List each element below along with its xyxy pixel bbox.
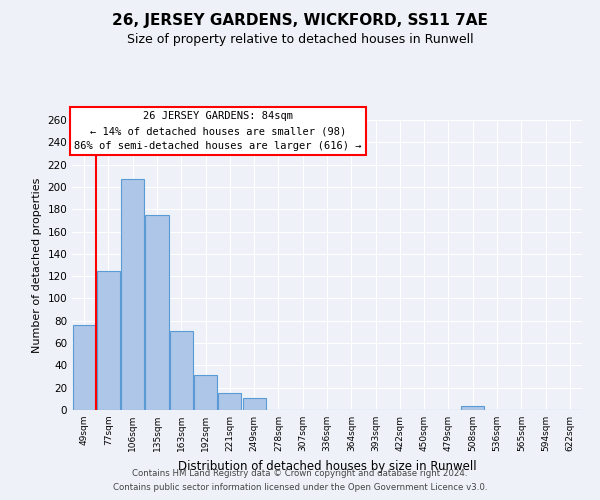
Bar bbox=[461, 406, 484, 410]
Bar bbox=[97, 270, 120, 410]
Bar bbox=[242, 398, 266, 410]
Text: Contains public sector information licensed under the Open Government Licence v3: Contains public sector information licen… bbox=[113, 484, 487, 492]
Text: Contains HM Land Registry data © Crown copyright and database right 2024.: Contains HM Land Registry data © Crown c… bbox=[132, 468, 468, 477]
Bar bbox=[194, 376, 217, 410]
X-axis label: Distribution of detached houses by size in Runwell: Distribution of detached houses by size … bbox=[178, 460, 476, 472]
Text: 26, JERSEY GARDENS, WICKFORD, SS11 7AE: 26, JERSEY GARDENS, WICKFORD, SS11 7AE bbox=[112, 12, 488, 28]
Bar bbox=[218, 394, 241, 410]
Text: 26 JERSEY GARDENS: 84sqm
← 14% of detached houses are smaller (98)
86% of semi-d: 26 JERSEY GARDENS: 84sqm ← 14% of detach… bbox=[74, 112, 361, 151]
Bar bbox=[73, 325, 95, 410]
Bar bbox=[145, 215, 169, 410]
Bar bbox=[170, 331, 193, 410]
Bar bbox=[121, 179, 144, 410]
Text: Size of property relative to detached houses in Runwell: Size of property relative to detached ho… bbox=[127, 32, 473, 46]
Y-axis label: Number of detached properties: Number of detached properties bbox=[32, 178, 42, 352]
